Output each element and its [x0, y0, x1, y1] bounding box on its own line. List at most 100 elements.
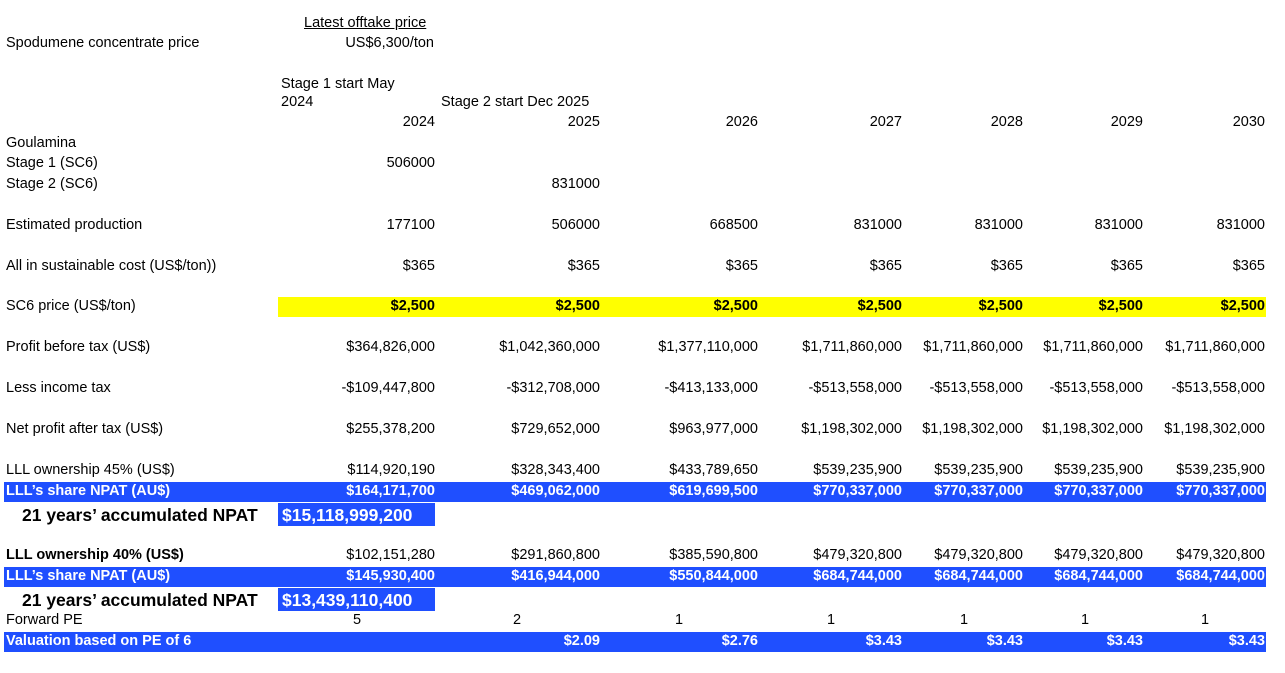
- valuation-cell: $3.43: [1228, 633, 1265, 649]
- year-header: 2026: [725, 114, 758, 130]
- less-income-tax-cell: -$413,133,000: [664, 380, 758, 396]
- aisc-cell: $365: [567, 258, 600, 274]
- valuation-cell: $2.09: [563, 633, 600, 649]
- stage2-note: Stage 2 start Dec 2025: [441, 94, 590, 110]
- stage2-label: Stage 2 (SC6): [6, 176, 98, 192]
- accum45-highlight: [278, 503, 435, 526]
- stage1-note-line2: 2024: [281, 94, 314, 110]
- sc6-price-label: SC6 price (US$/ton): [6, 298, 136, 314]
- goulamina-label: Goulamina: [6, 135, 77, 151]
- own45-cell: $539,235,900: [1176, 462, 1265, 478]
- less-income-tax-cell: -$312,708,000: [506, 380, 600, 396]
- less-income-tax-cell: -$513,558,000: [929, 380, 1023, 396]
- share45-cell: $164,171,700: [346, 483, 435, 499]
- year-header: 2029: [1110, 114, 1143, 130]
- sc6-price-cell: $2,500: [857, 298, 902, 314]
- spodumene-label: Spodumene concentrate price: [6, 35, 200, 51]
- share45-cell: $469,062,000: [511, 483, 600, 499]
- stage1-note-line1: Stage 1 start May: [281, 76, 395, 92]
- forward-pe-cell: 5: [352, 612, 362, 628]
- less-income-tax-label: Less income tax: [6, 380, 111, 396]
- year-header: 2025: [567, 114, 600, 130]
- profit-before-tax-cell: $364,826,000: [346, 339, 435, 355]
- forward-pe-cell: 1: [959, 612, 969, 628]
- share40-cell: $684,744,000: [934, 568, 1023, 584]
- sc6-price-cell: $2,500: [555, 298, 600, 314]
- aisc-cell: $365: [402, 258, 435, 274]
- spodumene-value: US$6,300/ton: [345, 35, 434, 51]
- own40-cell: $479,320,800: [1054, 547, 1143, 563]
- own45-cell: $114,920,190: [347, 462, 435, 478]
- own45-cell: $539,235,900: [1054, 462, 1143, 478]
- own40-cell: $479,320,800: [934, 547, 1023, 563]
- share40-cell: $145,930,400: [346, 568, 435, 584]
- profit-before-tax-cell: $1,042,360,000: [499, 339, 600, 355]
- aisc-cell: $365: [869, 258, 902, 274]
- npat-cell: $1,198,302,000: [1164, 421, 1265, 437]
- sc6-price-cell: $2,500: [390, 298, 435, 314]
- own40-cell: $479,320,800: [1176, 547, 1265, 563]
- npat-cell: $1,198,302,000: [1042, 421, 1143, 437]
- share40-cell: $684,744,000: [813, 568, 902, 584]
- estimated-production-cell: 831000: [1094, 217, 1143, 233]
- accum45-value: $15,118,999,200: [282, 505, 413, 525]
- own40-cell: $291,860,800: [511, 547, 600, 563]
- forward-pe-cell: 1: [826, 612, 836, 628]
- own45-cell: $328,343,400: [511, 462, 600, 478]
- aisc-label: All in sustainable cost (US$/ton)): [6, 258, 217, 274]
- less-income-tax-cell: -$109,447,800: [341, 380, 435, 396]
- share45-cell: $770,337,000: [1054, 483, 1143, 499]
- sc6-price-cell: $2,500: [713, 298, 758, 314]
- valuation-cell: $3.43: [865, 633, 902, 649]
- share45-cell: $619,699,500: [669, 483, 758, 499]
- year-header: 2024: [402, 114, 435, 130]
- year-header: 2028: [990, 114, 1023, 130]
- accum40-value: $13,439,110,400: [282, 590, 413, 610]
- forward-pe-label: Forward PE: [6, 612, 83, 628]
- share40-label: LLL’s share NPAT (AU$): [6, 568, 171, 584]
- accum40-highlight: [278, 588, 435, 611]
- profit-before-tax-cell: $1,377,110,000: [658, 339, 758, 355]
- profit-before-tax-cell: $1,711,860,000: [1165, 339, 1265, 355]
- sc6-price-cell: $2,500: [1098, 298, 1143, 314]
- share40-cell: $416,944,000: [511, 568, 600, 584]
- stage2-cell: 831000: [551, 176, 600, 192]
- valuation-cell: $2.76: [721, 633, 758, 649]
- share40-cell: $684,744,000: [1176, 568, 1265, 584]
- share45-cell: $770,337,000: [1176, 483, 1265, 499]
- offtake-label: Latest offtake price: [304, 15, 427, 31]
- valuation-cell: $3.43: [986, 633, 1023, 649]
- valuation-cell: $3.43: [1106, 633, 1143, 649]
- npat-cell: $729,652,000: [511, 421, 600, 437]
- estimated-production-label: Estimated production: [6, 217, 143, 233]
- share45-label: LLL’s share NPAT (AU$): [6, 483, 171, 499]
- profit-before-tax-label: Profit before tax (US$): [6, 339, 151, 355]
- forward-pe-cell: 1: [1080, 612, 1090, 628]
- accum40-label: 21 years’ accumulated NPAT: [22, 590, 258, 610]
- profit-before-tax-cell: $1,711,860,000: [923, 339, 1023, 355]
- share40-highlight: [4, 567, 1266, 587]
- less-income-tax-cell: -$513,558,000: [1171, 380, 1265, 396]
- own40-cell: $385,590,800: [669, 547, 758, 563]
- estimated-production-cell: 506000: [551, 217, 600, 233]
- valuation-label: Valuation based on PE of 6: [6, 633, 192, 649]
- forward-pe-cell: 1: [1200, 612, 1210, 628]
- npat-cell: $963,977,000: [669, 421, 758, 437]
- sc6-price-highlight: [278, 297, 1266, 317]
- own40-cell: $479,320,800: [813, 547, 902, 563]
- profit-before-tax-cell: $1,711,860,000: [802, 339, 902, 355]
- npat-cell: $255,378,200: [346, 421, 435, 437]
- accum45-label: 21 years’ accumulated NPAT: [22, 505, 258, 525]
- year-header: 2030: [1232, 114, 1265, 130]
- stage1-cell: 506000: [386, 155, 435, 171]
- sc6-price-cell: $2,500: [1220, 298, 1265, 314]
- estimated-production-cell: 831000: [1216, 217, 1265, 233]
- share45-cell: $770,337,000: [934, 483, 1023, 499]
- own45-cell: $433,789,650: [669, 462, 758, 478]
- own45-cell: $539,235,900: [813, 462, 902, 478]
- share40-cell: $550,844,000: [669, 568, 758, 584]
- sc6-price-cell: $2,500: [978, 298, 1023, 314]
- less-income-tax-cell: -$513,558,000: [1049, 380, 1143, 396]
- aisc-cell: $365: [990, 258, 1023, 274]
- share45-cell: $770,337,000: [813, 483, 902, 499]
